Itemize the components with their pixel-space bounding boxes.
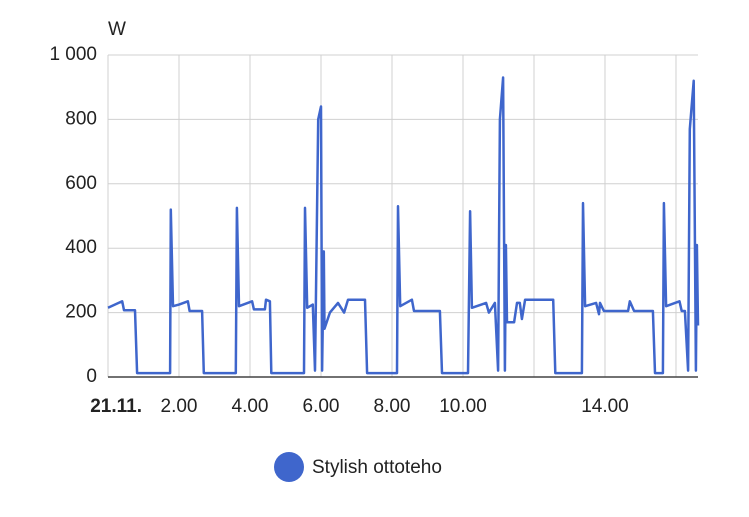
y-tick-label: 400 — [65, 237, 97, 258]
x-tick-label: 21.11. — [90, 396, 142, 417]
x-tick-label: 4.00 — [232, 396, 269, 417]
y-tick-label: 0 — [86, 366, 97, 387]
x-tick-label: 14.00 — [581, 396, 629, 417]
x-tick-label: 8.00 — [374, 396, 411, 417]
legend-label: Stylish ottoteho — [312, 457, 442, 478]
y-tick-label: 200 — [65, 302, 97, 323]
data-line — [107, 76, 700, 375]
y-tick-label: 1 000 — [49, 44, 97, 65]
legend-swatch — [274, 452, 304, 482]
y-tick-label: 600 — [65, 173, 97, 194]
y-axis-label: W — [108, 19, 126, 40]
y-tick-label: 800 — [65, 108, 97, 129]
x-tick-label: 2.00 — [161, 396, 198, 417]
x-tick-label: 10.00 — [439, 396, 487, 417]
plot — [107, 54, 698, 378]
legend: Stylish ottoteho — [274, 452, 442, 482]
x-tick-label: 6.00 — [303, 396, 340, 417]
